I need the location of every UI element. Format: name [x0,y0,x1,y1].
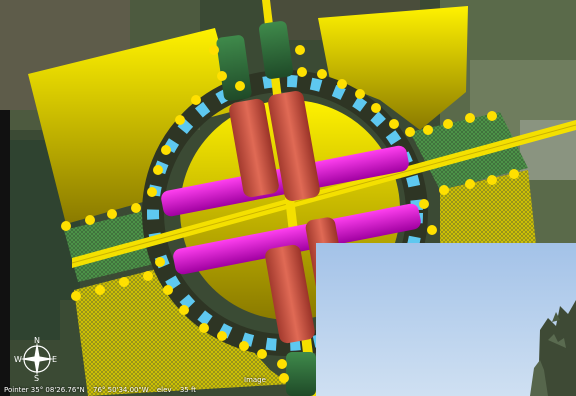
building-red-3[interactable] [264,244,316,345]
compass-rose[interactable]: N S E W [14,336,60,383]
parcel-northwest[interactable] [28,28,238,224]
compass-north: N [34,336,40,345]
building-green-3[interactable] [286,352,316,396]
road-centerline [71,124,576,264]
parcel-northeast[interactable] [318,6,468,130]
parcel-west-green-hatched[interactable] [64,210,162,282]
building-magenta-south[interactable] [172,202,422,275]
parcel-southeast-hatched[interactable] [440,170,536,246]
status-bar: Pointer 35° 08'26.76"N 76° 50'34.00"W el… [0,384,334,396]
imagery-label: Image [244,376,266,384]
tree-silhouette [530,300,576,396]
photo-inset[interactable] [316,243,576,396]
compass-east: E [52,355,57,364]
compass-south: S [34,374,39,382]
pointer-longitude: 76° 50'34.00"W [92,386,149,394]
elevation-label: elev [156,386,172,394]
parcel-southwest-hatched[interactable] [74,268,290,396]
building-green-2[interactable] [258,20,294,79]
building-red-2[interactable] [267,90,321,203]
building-red-1[interactable] [228,98,280,199]
compass-west: W [14,355,22,364]
elevation-value: 35 ft [179,386,197,394]
boundary-markers [61,45,519,383]
pointer-latitude: Pointer 35° 08'26.76"N [4,386,85,394]
